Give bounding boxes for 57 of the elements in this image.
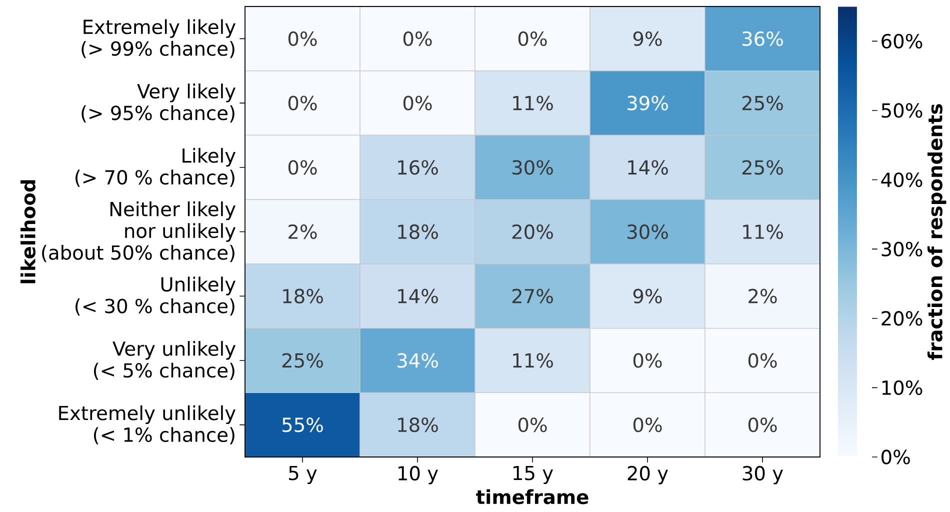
y-tick-label: Extremely unlikely (< 1% chance) (59, 405, 236, 444)
data-label: 0% (288, 96, 317, 110)
x-tick-label: 5 y (289, 466, 317, 484)
data-label: 0% (288, 31, 317, 46)
data-label: 16% (398, 160, 438, 175)
y-tick-label: Likely (> 70 % chance) (76, 148, 236, 187)
data-label: 0% (633, 418, 662, 432)
data-label: 34% (397, 353, 438, 368)
data-label: 0% (518, 418, 547, 432)
data-label: 11% (513, 353, 553, 368)
y-tick-label: Neither likely nor unlikely (about 50% chance) (42, 201, 236, 262)
color-bar-label: 40% (881, 172, 922, 188)
data-label: 36% (742, 31, 783, 46)
data-label: 11% (743, 224, 783, 240)
color-bar-label: 10% (882, 380, 922, 395)
data-label: 30% (627, 224, 668, 240)
data-label: 18% (398, 418, 438, 432)
y-tick-label: Extremely likely (> 99% chance) (82, 19, 236, 58)
color-bar-label: 30% (882, 242, 922, 256)
data-label: 55% (282, 418, 323, 432)
data-label: 11% (513, 96, 553, 110)
data-label: 30% (512, 160, 553, 175)
data-label: 0% (403, 96, 432, 110)
data-label: 0% (403, 31, 432, 46)
data-label: 18% (398, 224, 438, 240)
data-label: 0% (748, 353, 777, 368)
data-label: 14% (628, 160, 668, 175)
data-label: 27% (512, 288, 553, 304)
data-label: 9% (633, 31, 662, 46)
data-label: 25% (282, 353, 323, 368)
x-axis-title: timeframe (476, 489, 588, 504)
y-tick-label: Very unlikely (< 5% chance) (94, 340, 236, 380)
color-bar-title: fraction of respondents (927, 104, 946, 360)
data-label: 20% (512, 224, 553, 240)
color-bar-label: 20% (882, 311, 922, 326)
x-tick-label: 10 y (398, 466, 438, 484)
x-tick-label: 30 y (742, 466, 783, 484)
data-label: 18% (283, 288, 323, 304)
data-label: 0% (288, 160, 317, 175)
y-tick-label: Very likely (> 95% chance) (82, 84, 236, 123)
color-bar-label: 60% (882, 34, 922, 48)
y-axis-title: likelihood (20, 180, 36, 284)
data-label: 0% (748, 418, 777, 432)
data-label: 9% (633, 288, 662, 304)
color-bar-label: 0% (882, 450, 910, 464)
data-label: 2% (748, 288, 777, 304)
data-label: 0% (633, 353, 662, 368)
data-label: 14% (398, 288, 438, 304)
y-tick-label: Unlikely (< 30 % chance) (76, 276, 236, 316)
data-label: 0% (518, 31, 547, 46)
data-label: 39% (627, 96, 668, 110)
data-label: 25% (742, 160, 783, 175)
x-tick-label: 15 y (514, 466, 553, 484)
color-bar-label: 50% (882, 103, 922, 118)
x-tick-label: 20 y (628, 466, 668, 484)
data-label: 2% (288, 224, 317, 240)
data-label: 25% (742, 96, 783, 110)
